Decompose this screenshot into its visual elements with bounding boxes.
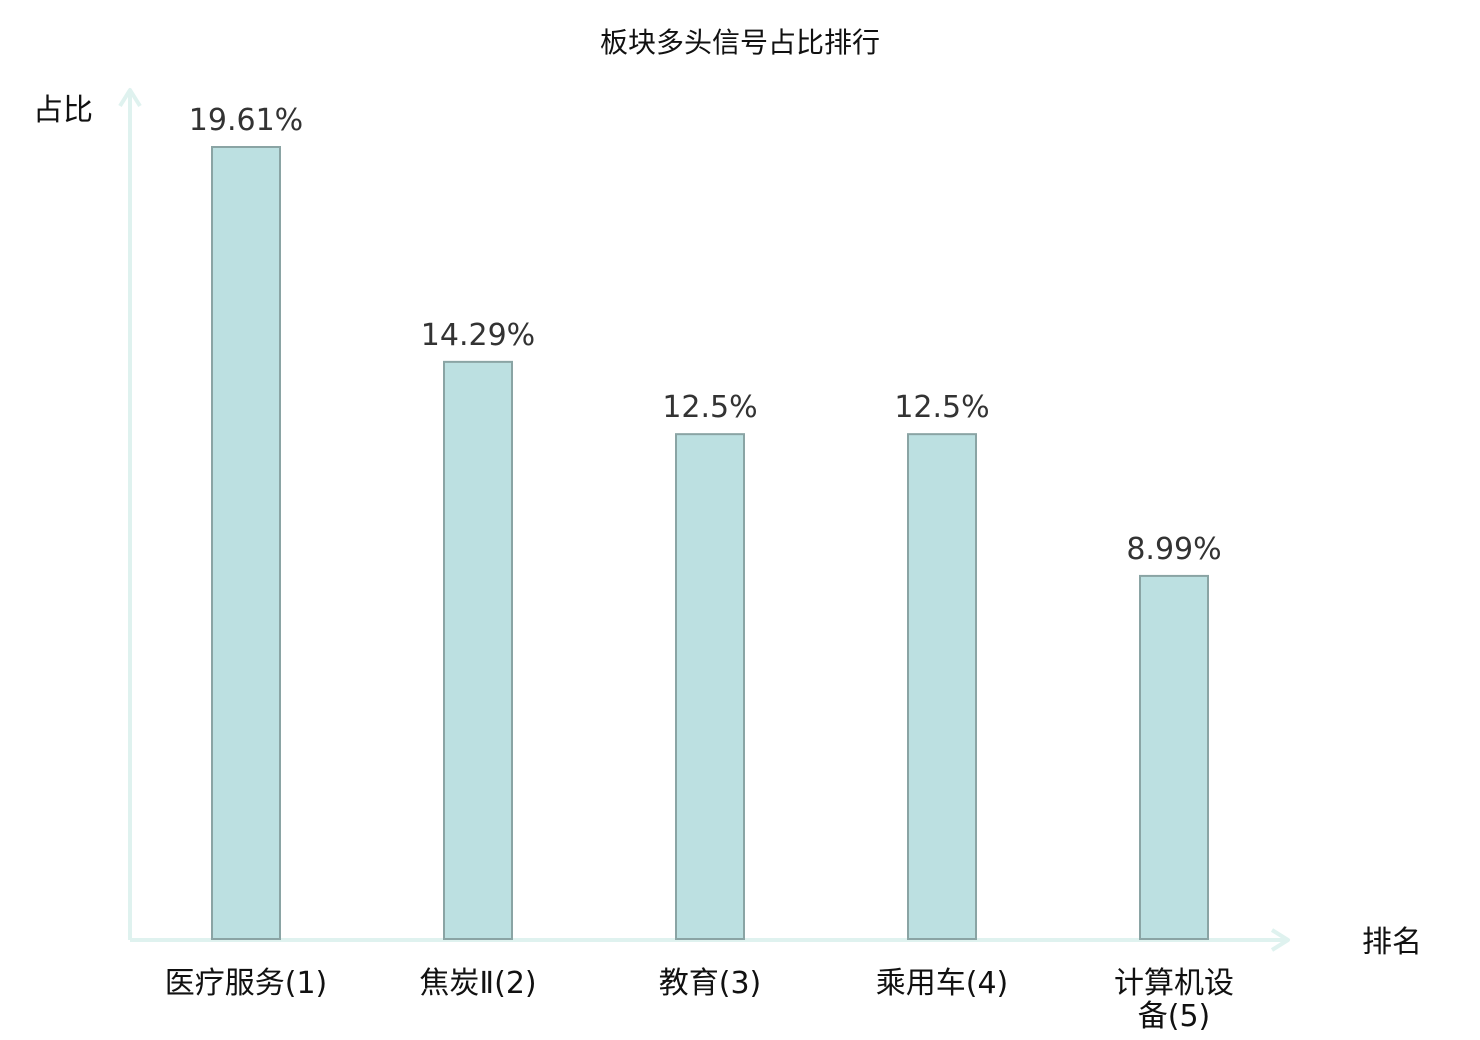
x-axis-label: 排名	[1362, 925, 1422, 960]
chart-title: 板块多头信号占比排行	[600, 26, 880, 59]
bar-2	[443, 360, 513, 940]
bar-5	[1139, 574, 1209, 940]
category-label-2: 焦炭Ⅱ(2)	[419, 966, 536, 1001]
bar-3	[675, 433, 745, 940]
category-label-4: 乘用车(4)	[876, 966, 1009, 1001]
value-label-1: 19.61%	[189, 103, 303, 138]
value-label-2: 14.29%	[421, 318, 535, 353]
value-label-5: 8.99%	[1126, 532, 1221, 567]
axes	[118, 88, 1290, 952]
category-labels: 医疗服务(1) 焦炭Ⅱ(2) 教育(3) 乘用车(4) 计算机设备(5)	[165, 966, 1234, 1034]
category-label-3: 教育(3)	[659, 966, 762, 1001]
bar-4	[907, 433, 977, 940]
y-axis-arrow	[118, 88, 142, 108]
category-label-5: 计算机设备(5)	[1114, 966, 1234, 1034]
value-labels: 19.61% 14.29% 12.5% 12.5% 8.99%	[189, 103, 1222, 567]
y-axis-label: 占比	[33, 93, 93, 128]
value-label-3: 12.5%	[662, 390, 757, 425]
bar-1	[211, 146, 281, 940]
category-label-1: 医疗服务(1)	[165, 966, 328, 1001]
x-axis-arrow	[1270, 928, 1290, 952]
bars	[211, 146, 1209, 940]
value-label-4: 12.5%	[894, 390, 989, 425]
